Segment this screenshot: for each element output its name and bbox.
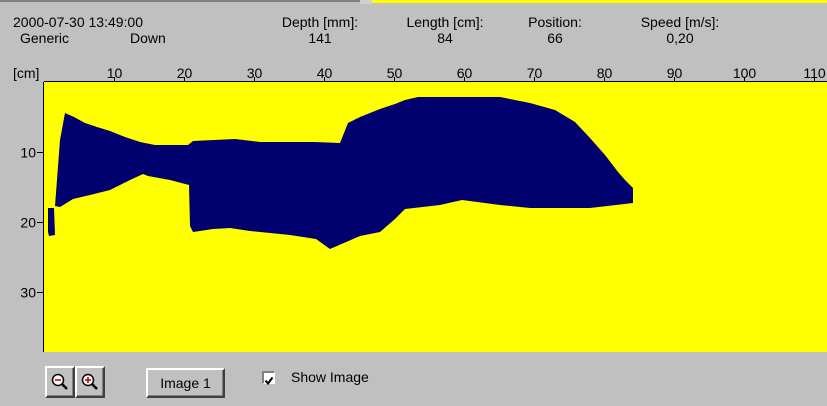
top-edge-separator	[360, 0, 372, 4]
x-tick-label: 50	[387, 65, 403, 81]
length-field: Length [cm]: 84	[390, 14, 500, 46]
top-edge-yellow	[372, 0, 827, 3]
x-tick-label: 80	[597, 65, 613, 81]
x-tick-label: 70	[527, 65, 543, 81]
zoom-in-icon	[81, 373, 98, 390]
show-image-label[interactable]: Show Image	[291, 369, 369, 385]
x-tick-label: 20	[177, 65, 193, 81]
checkmark-icon	[264, 376, 274, 386]
speed-value: 0,20	[666, 30, 694, 46]
image-button[interactable]: Image 1	[146, 368, 225, 398]
zoom-out-button[interactable]	[45, 366, 75, 398]
profile-shape	[48, 97, 633, 249]
position-field: Position: 66	[500, 14, 610, 46]
speed-label: Speed [m/s]:	[640, 14, 720, 30]
x-tick-label: 10	[107, 65, 123, 81]
zoom-out-icon	[51, 373, 68, 390]
axis-unit-label: [cm]	[13, 65, 39, 81]
x-tick-label: 100	[733, 65, 757, 81]
timestamp: 2000-07-30 13:49:00	[13, 14, 143, 30]
show-image-checkbox[interactable]	[262, 371, 275, 386]
depth-label: Depth [mm]:	[281, 14, 359, 30]
profile-name: Generic	[20, 30, 70, 46]
top-edge-dark	[0, 0, 360, 2]
x-tick-label: 30	[247, 65, 263, 81]
length-label: Length [cm]:	[406, 14, 484, 30]
x-tick-label: 90	[667, 65, 683, 81]
x-tick-label: 60	[457, 65, 473, 81]
x-tick-label: 110	[803, 65, 826, 81]
zoom-in-button[interactable]	[75, 366, 105, 398]
depth-field: Depth [mm]: 141	[265, 14, 375, 46]
y-tick-label: 30	[20, 285, 36, 301]
x-axis-ticks: 10 20 30 40 50 60 70 80 90 100 110	[107, 65, 826, 82]
x-tick-label: 40	[317, 65, 333, 81]
top-edge	[0, 0, 827, 4]
y-tick-label: 10	[20, 145, 36, 161]
direction: Down	[130, 30, 166, 46]
y-axis-ticks: 10 20 30	[20, 145, 43, 301]
speed-field: Speed [m/s]: 0,20	[625, 14, 735, 46]
position-label: Position:	[528, 14, 582, 30]
position-value: 66	[547, 30, 563, 46]
length-value: 84	[437, 30, 453, 46]
depth-value: 141	[308, 30, 332, 46]
plot-axes	[43, 81, 827, 352]
y-tick-label: 20	[20, 215, 36, 231]
